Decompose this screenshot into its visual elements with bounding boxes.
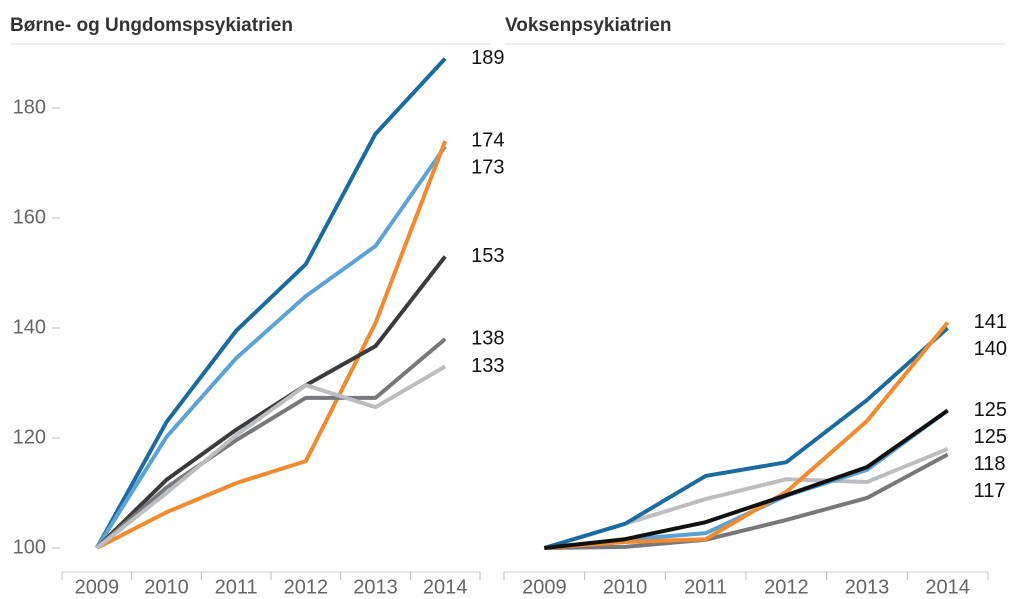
series-line	[544, 452, 949, 550]
x-tick-label: 2011	[215, 576, 258, 598]
end-label: 140	[974, 338, 1007, 360]
series-line	[543, 447, 949, 550]
y-tick-label: 160	[13, 206, 46, 228]
y-tick-label: 100	[13, 536, 46, 558]
x-tick-label: 2012	[284, 576, 329, 598]
end-label: 125	[974, 426, 1007, 448]
end-label: 118	[974, 453, 1006, 475]
x-tick-label: 2009	[522, 576, 567, 598]
end-label: 133	[471, 355, 504, 377]
x-tick-label: 2014	[925, 576, 970, 598]
y-tick-label: 180	[13, 96, 46, 118]
series-line	[95, 57, 447, 549]
series-line	[543, 326, 949, 550]
y-tick-label: 120	[13, 426, 46, 448]
end-label: 153	[471, 245, 504, 267]
panel-title: Voksenpsykiatrien	[505, 15, 672, 36]
end-label: 138	[471, 327, 504, 349]
x-tick-label: 2010	[603, 576, 648, 598]
x-tick-label: 2012	[764, 576, 809, 598]
x-tick-label: 2014	[423, 576, 468, 598]
x-tick-label: 2013	[845, 576, 890, 598]
panel-title: Børne- og Ungdomspsykiatrien	[10, 15, 293, 36]
y-tick-label: 140	[13, 316, 46, 338]
series-line	[544, 408, 949, 550]
series-line	[95, 145, 447, 550]
end-label: 117	[974, 480, 1006, 502]
end-label: 141	[974, 311, 1007, 333]
x-tick-label: 2009	[75, 576, 120, 598]
end-label: 125	[974, 399, 1007, 421]
series-line	[95, 140, 448, 550]
x-tick-label: 2013	[353, 576, 398, 598]
series-line	[95, 364, 447, 550]
x-tick-label: 2011	[684, 576, 727, 598]
end-label: 174	[471, 129, 504, 151]
x-tick-label: 2010	[144, 576, 189, 598]
series-line	[95, 255, 447, 550]
series-line	[95, 337, 447, 550]
end-label: 189	[471, 47, 504, 69]
end-label: 173	[471, 156, 504, 178]
series-line	[544, 408, 949, 550]
series-line	[544, 321, 950, 550]
